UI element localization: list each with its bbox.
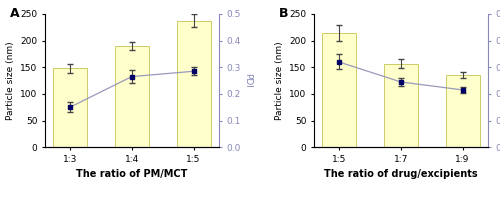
Y-axis label: Particle size (nm): Particle size (nm) bbox=[6, 41, 15, 120]
Bar bbox=[176, 21, 210, 147]
Y-axis label: PDI: PDI bbox=[242, 73, 252, 88]
Bar bbox=[115, 46, 149, 147]
Text: A: A bbox=[10, 7, 20, 20]
Text: B: B bbox=[280, 7, 289, 20]
Bar bbox=[384, 63, 418, 147]
Y-axis label: Particle size (nm): Particle size (nm) bbox=[274, 41, 283, 120]
Bar bbox=[322, 33, 356, 147]
X-axis label: The ratio of drug/excipients: The ratio of drug/excipients bbox=[324, 170, 478, 179]
X-axis label: The ratio of PM/MCT: The ratio of PM/MCT bbox=[76, 170, 188, 179]
Bar bbox=[53, 68, 87, 147]
Bar bbox=[446, 75, 480, 147]
